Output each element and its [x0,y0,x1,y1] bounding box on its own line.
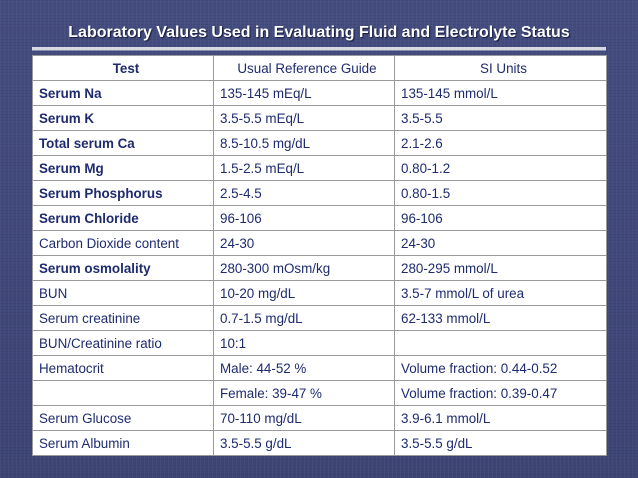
table-row: Serum K 3.5-5.5 mEq/L 3.5-5.5 [32,105,607,131]
test-cell: Total serum Ca [32,130,214,156]
si-units-cell: 96-106 [394,205,607,231]
si-units-cell: 62-133 mmol/L [394,305,607,331]
si-units-cell: 2.1-2.6 [394,130,607,156]
si-units-cell: 24-30 [394,230,607,256]
table-row: Female: 39-47 % Volume fraction: 0.39-0.4… [32,380,607,406]
si-units-cell: 135-145 mmol/L [394,80,607,106]
title-underline [32,47,606,51]
si-units-cell: 3.9-6.1 mmol/L [394,405,607,431]
si-units-cell: 0.80-1.5 [394,180,607,206]
reference-cell: 1.5-2.5 mEq/L [213,155,395,181]
reference-cell: Female: 39-47 % [213,380,395,406]
test-cell [32,380,214,406]
test-cell: Hematocrit [32,355,214,381]
si-units-cell: 3.5-7 mmol/L of urea [394,280,607,306]
table-row: Serum Albumin 3.5-5.5 g/dL 3.5-5.5 g/dL [32,430,607,456]
reference-cell: 2.5-4.5 [213,180,395,206]
test-cell: Serum Mg [32,155,214,181]
table-row: Serum Chloride 96-106 96-106 [32,205,607,231]
table-row: Serum creatinine 0.7-1.5 mg/dL 62-133 mmol… [32,305,607,331]
table-row: BUN/Creatinine ratio 10:1 [32,330,607,356]
si-units-cell [394,330,607,356]
header-si-units: SI Units [394,55,607,81]
table-row: Carbon Dioxide content 24-30 24-30 [32,230,607,256]
header-test: Test [32,55,214,81]
reference-cell: 135-145 mEq/L [213,80,395,106]
si-units-cell: 3.5-5.5 g/dL [394,430,607,456]
lab-values-table: Test Usual Reference Guide SI Units Seru… [32,55,607,456]
table-row: Hematocrit Male: 44-52 % Volume fraction: … [32,355,607,381]
test-cell: Serum creatinine [32,305,214,331]
table-header-row: Test Usual Reference Guide SI Units [32,55,607,81]
test-cell: Carbon Dioxide content [32,230,214,256]
reference-cell: 8.5-10.5 mg/dL [213,130,395,156]
test-cell: Serum Phosphorus [32,180,214,206]
reference-cell: 96-106 [213,205,395,231]
test-cell: BUN/Creatinine ratio [32,330,214,356]
si-units-cell: 0.80-1.2 [394,155,607,181]
si-units-cell: 3.5-5.5 [394,105,607,131]
table-row: Total serum Ca 8.5-10.5 mg/dL 2.1-2.6 [32,130,607,156]
reference-cell: 3.5-5.5 mEq/L [213,105,395,131]
reference-cell: Male: 44-52 % [213,355,395,381]
si-units-cell: Volume fraction: 0.39-0.47 [394,380,607,406]
test-cell: Serum Na [32,80,214,106]
reference-cell: 24-30 [213,230,395,256]
test-cell: Serum K [32,105,214,131]
reference-cell: 10:1 [213,330,395,356]
test-cell: Serum Albumin [32,430,214,456]
table-row: Serum Phosphorus 2.5-4.5 0.80-1.5 [32,180,607,206]
reference-cell: 0.7-1.5 mg/dL [213,305,395,331]
reference-cell: 10-20 mg/dL [213,280,395,306]
si-units-cell: 280-295 mmol/L [394,255,607,281]
si-units-cell: Volume fraction: 0.44-0.52 [394,355,607,381]
table-row: Serum osmolality 280-300 mOsm/kg 280-295 m… [32,255,607,281]
table-row: BUN 10-20 mg/dL 3.5-7 mmol/L of urea [32,280,607,306]
table-row: Serum Glucose 70-110 mg/dL 3.9-6.1 mmol/L [32,405,607,431]
table-row: Serum Na 135-145 mEq/L 135-145 mmol/L [32,80,607,106]
test-cell: Serum Chloride [32,205,214,231]
slide-title: Laboratory Values Used in Evaluating Flu… [68,24,570,41]
test-cell: BUN [32,280,214,306]
test-cell: Serum osmolality [32,255,214,281]
reference-cell: 280-300 mOsm/kg [213,255,395,281]
header-usual-reference: Usual Reference Guide [213,55,395,81]
reference-cell: 3.5-5.5 g/dL [213,430,395,456]
table-row: Serum Mg 1.5-2.5 mEq/L 0.80-1.2 [32,155,607,181]
test-cell: Serum Glucose [32,405,214,431]
reference-cell: 70-110 mg/dL [213,405,395,431]
